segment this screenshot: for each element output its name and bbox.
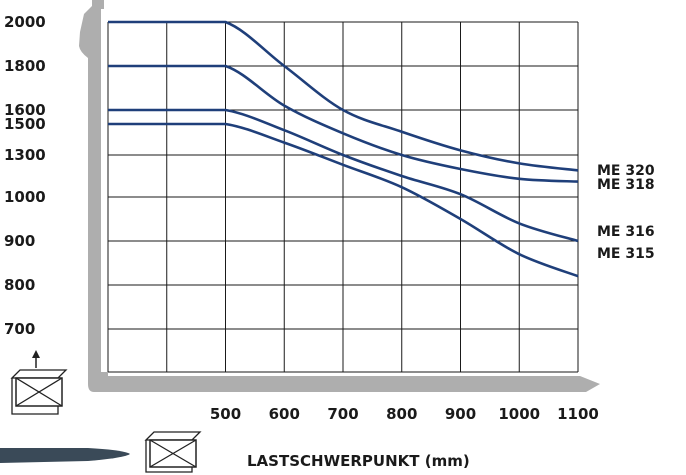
series-line-me-315 bbox=[108, 122, 579, 278]
series-line-me-316 bbox=[108, 108, 579, 243]
y-tick-label: 1800 bbox=[4, 57, 46, 75]
vertical-load-icon bbox=[10, 350, 68, 415]
series-label: ME 320 bbox=[597, 163, 655, 179]
y-tick-label: 1000 bbox=[4, 188, 46, 206]
series-lines bbox=[108, 20, 579, 278]
x-tick-label: 1100 bbox=[557, 405, 599, 423]
y-tick-label: 700 bbox=[4, 320, 35, 338]
x-tick-label: 1000 bbox=[498, 405, 540, 423]
grid bbox=[107, 21, 579, 373]
y-tick-label: 1300 bbox=[4, 146, 46, 164]
fork-tine-graphic bbox=[0, 448, 130, 463]
x-axis-tick-labels: 500 600 700 800 900 1000 1100 bbox=[210, 405, 599, 423]
y-tick-label: 1500 bbox=[4, 115, 46, 133]
y-tick-label: 900 bbox=[4, 232, 35, 250]
mast-shape bbox=[79, 0, 600, 392]
series-line-me-320 bbox=[108, 20, 579, 172]
x-tick-label: 800 bbox=[386, 405, 417, 423]
x-axis-title: LASTSCHWERPUNKT (mm) bbox=[247, 452, 470, 470]
series-label: ME 316 bbox=[597, 224, 655, 240]
forklift-mast-graphic bbox=[79, 0, 600, 392]
y-tick-label: 800 bbox=[4, 276, 35, 294]
y-tick-label: 1600 bbox=[4, 101, 46, 119]
series-label: ME 318 bbox=[597, 177, 655, 193]
x-tick-label: 900 bbox=[445, 405, 476, 423]
fork-tine bbox=[0, 448, 130, 463]
y-tick-label: 2000 bbox=[4, 13, 46, 31]
horizontal-load-icon bbox=[144, 431, 202, 473]
x-tick-label: 600 bbox=[269, 405, 300, 423]
x-tick-label: 500 bbox=[210, 405, 241, 423]
series-line-me-318 bbox=[108, 64, 579, 183]
x-tick-label: 700 bbox=[327, 405, 358, 423]
series-label: ME 315 bbox=[597, 246, 655, 262]
